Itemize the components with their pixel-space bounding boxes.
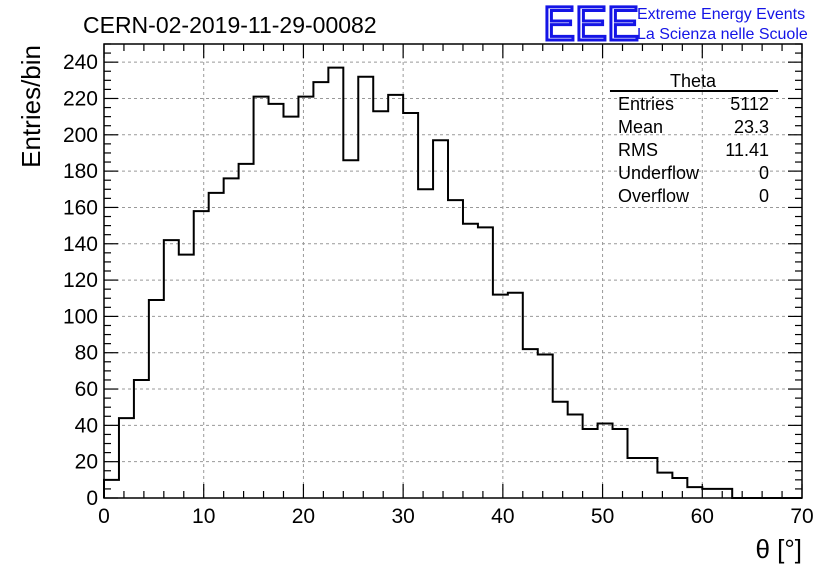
y-tick-label: 180 — [63, 160, 98, 183]
x-tick-label: 70 — [790, 505, 813, 528]
x-tick-label: 30 — [391, 505, 414, 528]
logo-line-2: La Scienza nelle Scuole — [637, 26, 808, 43]
y-tick-label: 220 — [63, 87, 98, 110]
logo-line-1: Extreme Energy Events — [637, 6, 805, 23]
y-axis-label: Entries/bin — [16, 45, 46, 168]
stats-label: Underflow — [618, 163, 700, 183]
y-tick-label: 240 — [63, 51, 98, 74]
stats-value: 11.41 — [725, 140, 769, 160]
x-tick-label: 50 — [591, 505, 614, 528]
y-tick-label: 200 — [63, 124, 98, 147]
x-tick-label: 0 — [98, 505, 110, 528]
run-title: CERN-02-2019-11-29-00082 — [83, 12, 377, 38]
stats-box: Theta Entries 5112 Mean 23.3 RMS 11.41 Underfl… — [610, 71, 778, 206]
eee-logo: EEE Extreme Energy Events La Scienza nel… — [542, 0, 808, 53]
y-tick-label: 160 — [63, 196, 98, 219]
stats-value: 5112 — [730, 94, 769, 114]
x-axis-label: θ [°] — [755, 534, 802, 564]
stats-title: Theta — [670, 71, 717, 91]
grid — [104, 44, 802, 498]
stats-value: 0 — [759, 163, 769, 183]
x-tick-label: 20 — [292, 505, 315, 528]
y-tick-label: 120 — [63, 269, 98, 292]
y-tick-label: 20 — [75, 451, 98, 474]
plot-frame — [103, 43, 803, 499]
y-tick-label: 80 — [75, 342, 98, 365]
stats-label: Mean — [618, 117, 663, 137]
tick-labels: 0 10 20 30 40 50 60 70 0 20 40 60 80 100 120 140 160 180 2… — [63, 51, 814, 528]
histogram — [103, 66, 802, 499]
x-tick-label: 40 — [491, 505, 514, 528]
stats-label: Entries — [618, 94, 674, 114]
y-tick-label: 60 — [75, 378, 98, 401]
y-tick-label: 40 — [75, 414, 98, 437]
stats-value: 0 — [759, 186, 769, 206]
y-tick-label: 100 — [63, 305, 98, 328]
stats-value: 23.3 — [734, 117, 769, 137]
y-tick-label: 0 — [86, 487, 98, 510]
stats-rows: Entries 5112 Mean 23.3 RMS 11.41 Underflow 0 Ove… — [618, 94, 769, 206]
histogram-line — [103, 66, 802, 499]
x-tick-label: 10 — [192, 505, 215, 528]
x-tick-label: 60 — [691, 505, 714, 528]
stats-label: Overflow — [618, 186, 690, 206]
stats-label: RMS — [618, 140, 658, 160]
axis-ticks — [103, 43, 803, 499]
y-tick-label: 140 — [63, 233, 98, 256]
